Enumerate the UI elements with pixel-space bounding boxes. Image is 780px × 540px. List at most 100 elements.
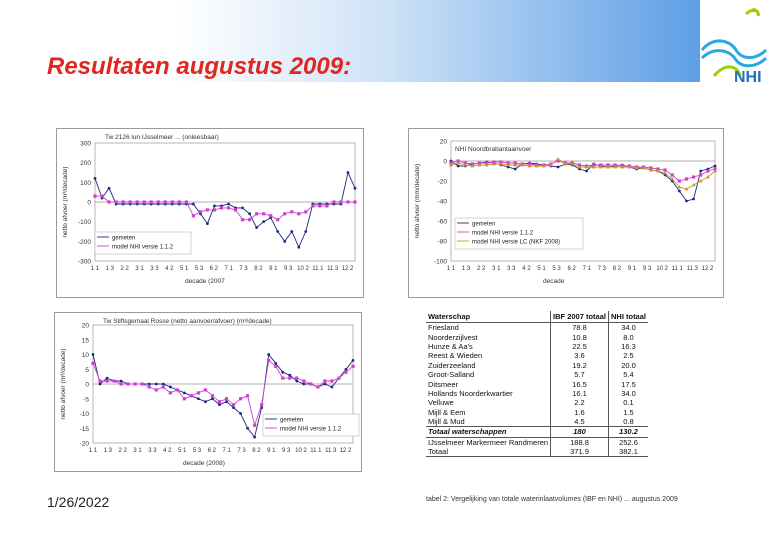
y-tick-label: -100 bbox=[434, 259, 447, 266]
x-tick-label: 4 2 bbox=[522, 266, 531, 272]
row-value: 0.1 bbox=[607, 398, 648, 408]
row-value: 382.1 bbox=[607, 447, 648, 458]
x-tick-label: 5 3 bbox=[193, 448, 202, 454]
data-point bbox=[648, 168, 653, 172]
y-tick-label: 15 bbox=[82, 337, 90, 344]
row-value: 4.5 bbox=[550, 416, 609, 427]
data-point bbox=[119, 379, 123, 383]
data-point bbox=[253, 435, 257, 439]
data-point bbox=[262, 212, 266, 216]
legend-entry: gemeten bbox=[472, 222, 495, 228]
data-point bbox=[114, 200, 118, 204]
x-tick-label: 2 2 bbox=[477, 266, 486, 272]
data-point bbox=[527, 164, 532, 168]
x-tick-label: 7 1 bbox=[223, 448, 232, 454]
table-row: Zuiderzeeland 19.2 20.0 bbox=[426, 360, 648, 370]
row-value: 3.6 bbox=[550, 351, 609, 361]
table-row: Ditsmeer 16.5 17.5 bbox=[426, 379, 648, 389]
x-tick-label: 9 3 bbox=[643, 266, 652, 272]
data-point bbox=[147, 385, 151, 389]
row-label: Totaal waterschappen bbox=[426, 426, 551, 438]
x-axis-label: decade bbox=[543, 278, 565, 285]
data-point bbox=[156, 200, 160, 204]
table-total-row: Totaal waterschappen 180 130.2 bbox=[426, 426, 648, 438]
data-point bbox=[677, 179, 681, 183]
data-point bbox=[598, 165, 603, 169]
x-tick-label: 3 1 bbox=[492, 266, 501, 272]
data-point bbox=[226, 206, 231, 210]
data-point bbox=[663, 168, 667, 172]
y-tick-label: 200 bbox=[80, 160, 91, 167]
x-tick-label: 1 1 bbox=[91, 266, 100, 272]
chart-3: 20 15 10 5 0 -5 -10 -15 -201 1 1 3 2 2 3 1 3 3 4 2 5 1… bbox=[60, 318, 360, 467]
data-point bbox=[344, 367, 348, 371]
x-tick-label: 11 3 bbox=[687, 266, 699, 272]
data-point bbox=[100, 194, 104, 198]
data-point bbox=[107, 200, 111, 204]
row-value: 16.3 bbox=[607, 341, 648, 352]
data-point bbox=[634, 166, 639, 170]
x-tick-label: 5 3 bbox=[195, 266, 204, 272]
data-point bbox=[204, 400, 207, 404]
x-tick-label: 4 2 bbox=[163, 448, 172, 454]
data-point bbox=[290, 210, 294, 214]
data-point bbox=[713, 169, 717, 173]
data-point bbox=[168, 391, 172, 395]
data-point bbox=[304, 210, 308, 214]
table-row: Velluwe 2.2 0.1 bbox=[426, 398, 648, 408]
data-point bbox=[309, 382, 313, 386]
data-point bbox=[281, 376, 285, 380]
data-point bbox=[206, 222, 209, 226]
row-label: Velluwe bbox=[428, 398, 454, 408]
data-point bbox=[276, 230, 280, 233]
data-point bbox=[149, 200, 153, 204]
data-point bbox=[477, 161, 482, 165]
data-point bbox=[196, 391, 201, 395]
data-point bbox=[302, 382, 306, 386]
data-point bbox=[699, 173, 703, 177]
x-tick-label: 3 1 bbox=[133, 448, 142, 454]
data-point bbox=[253, 423, 257, 427]
x-tick-label: 10 2 bbox=[297, 266, 309, 272]
data-point bbox=[191, 214, 195, 218]
data-point bbox=[556, 159, 560, 163]
row-label: Totaal bbox=[426, 447, 551, 458]
data-point bbox=[677, 185, 682, 189]
data-point bbox=[269, 214, 273, 218]
x-tick-label: 4 2 bbox=[165, 266, 174, 272]
row-value: 19.2 bbox=[550, 360, 609, 370]
x-tick-label: 7 3 bbox=[237, 448, 246, 454]
x-tick-label: 10 2 bbox=[656, 266, 668, 272]
data-point bbox=[353, 186, 357, 190]
data-point bbox=[677, 189, 681, 193]
chart-title: Tw 2126 lun IJsselmeer ... (onleesbaar) bbox=[105, 134, 219, 141]
row-label: Waterschap bbox=[426, 311, 551, 323]
data-point bbox=[330, 385, 334, 389]
chart-title: NHI Noordbrabantaanvoer bbox=[455, 146, 532, 153]
data-point bbox=[656, 167, 660, 171]
row-label: IJsselmeer Markermeer Randmeren bbox=[428, 437, 549, 447]
data-point bbox=[344, 370, 348, 374]
data-point bbox=[627, 165, 632, 169]
data-point bbox=[691, 175, 696, 179]
chart-panel-1: 300 200 100 0 -100 -200 -300 1 1 1 3 2 2 3 1 3 3 4 2… bbox=[56, 128, 364, 298]
row-value: 10.8 bbox=[550, 332, 609, 342]
data-point bbox=[534, 164, 539, 168]
row-value: NHI totaal bbox=[607, 311, 648, 323]
data-point bbox=[91, 353, 95, 356]
row-value: 2.5 bbox=[607, 351, 648, 361]
data-point bbox=[224, 397, 229, 401]
row-value: 180 bbox=[550, 426, 609, 438]
row-value: 252.6 bbox=[607, 437, 648, 448]
data-point bbox=[563, 162, 568, 166]
data-point bbox=[133, 382, 137, 386]
table-row: Hunze & Aa's 22.5 16.3 bbox=[426, 341, 648, 352]
results-table: Waterschap IBF 2007 totaal NHI totaal Fries… bbox=[426, 311, 648, 458]
data-point bbox=[585, 169, 588, 173]
row-value: 1.6 bbox=[550, 407, 609, 417]
row-label: Hollands Noorderkwartier bbox=[428, 388, 513, 398]
row-value: 8.0 bbox=[607, 332, 648, 342]
row-label: Reest & Wieden bbox=[428, 351, 483, 361]
y-tick-label: 0 bbox=[443, 159, 447, 166]
